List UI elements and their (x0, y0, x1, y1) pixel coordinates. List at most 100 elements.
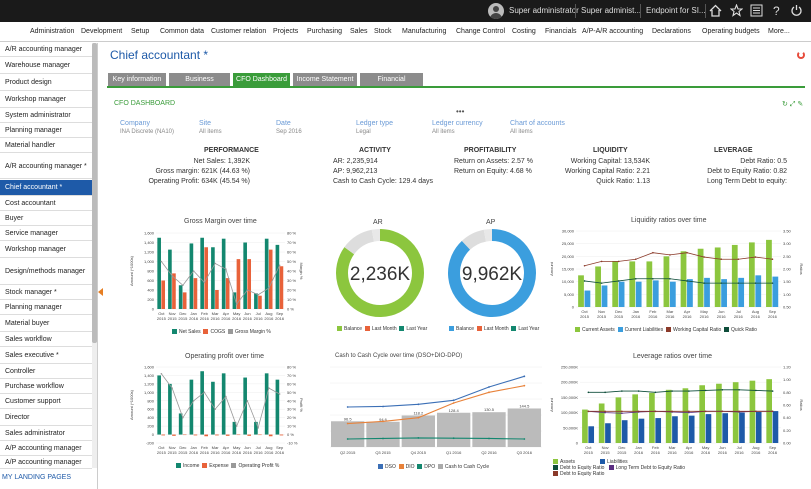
sidebar-item-a-p-accounting-manager[interactable]: A/P accounting manager (0, 457, 92, 469)
bar[interactable] (200, 237, 204, 309)
point[interactable] (246, 399, 249, 402)
sidebar-item-a-r-accounting-manager[interactable]: A/R accounting manager * (0, 154, 92, 179)
bar[interactable] (601, 285, 608, 307)
help-icon[interactable]: ? (770, 4, 783, 17)
filter-label[interactable]: Date (276, 120, 291, 127)
menu-item-projects[interactable]: Projects (273, 28, 299, 35)
bar[interactable] (254, 293, 258, 309)
sidebar-item-product-design[interactable]: Product design (0, 75, 92, 91)
point[interactable] (523, 375, 526, 378)
bar[interactable] (588, 426, 595, 443)
point[interactable] (160, 372, 163, 375)
bar[interactable] (178, 413, 183, 435)
bar[interactable] (258, 295, 262, 309)
point[interactable] (754, 256, 757, 258)
bar[interactable] (612, 261, 619, 307)
menu-item-development[interactable]: Development (81, 28, 123, 35)
point[interactable] (214, 408, 216, 411)
series-line[interactable] (347, 375, 525, 408)
bar[interactable] (704, 277, 710, 307)
bar[interactable] (755, 411, 762, 443)
point[interactable] (382, 420, 384, 423)
star-icon[interactable] (730, 4, 743, 17)
bar[interactable] (200, 371, 204, 435)
filter-label[interactable]: Site (199, 120, 212, 127)
bar[interactable] (401, 415, 435, 447)
point[interactable] (246, 289, 249, 291)
sidebar-item-planning-manager[interactable]: Planning manager (0, 124, 92, 138)
point[interactable] (621, 410, 623, 413)
bar[interactable] (178, 285, 183, 309)
point[interactable] (704, 389, 707, 392)
filter-label[interactable]: Company (120, 120, 150, 127)
point[interactable] (771, 390, 774, 392)
bar[interactable] (161, 434, 166, 436)
bar[interactable] (632, 394, 638, 443)
menu-item-stock[interactable]: Stock (374, 28, 392, 35)
point[interactable] (278, 393, 281, 395)
bar[interactable] (748, 242, 755, 307)
bar[interactable] (582, 409, 588, 443)
bar[interactable] (215, 290, 219, 309)
bar[interactable] (605, 423, 611, 443)
bar[interactable] (279, 266, 284, 309)
filter-value[interactable]: Legal (356, 129, 371, 135)
bar[interactable] (172, 273, 176, 309)
point[interactable] (203, 391, 206, 394)
point[interactable] (488, 437, 490, 440)
bar[interactable] (649, 392, 655, 443)
point[interactable] (382, 437, 384, 440)
point[interactable] (604, 410, 606, 413)
bar[interactable] (161, 280, 166, 310)
menu-item-setup[interactable]: Setup (131, 28, 150, 35)
filter-label[interactable]: Chart of accounts (510, 120, 565, 127)
point[interactable] (721, 410, 724, 413)
collapse-sidebar-icon[interactable] (98, 288, 103, 296)
point[interactable] (771, 410, 774, 413)
menu-item-common-data[interactable]: Common data (160, 28, 204, 35)
filter-value[interactable]: Sep 2016 (276, 129, 302, 135)
point[interactable] (583, 264, 586, 267)
point[interactable] (654, 391, 657, 394)
refresh-icon[interactable]: ↻ (782, 101, 788, 108)
point[interactable] (192, 399, 195, 402)
bar[interactable] (738, 277, 745, 307)
bar[interactable] (331, 421, 365, 447)
bar[interactable] (687, 279, 693, 307)
point[interactable] (452, 437, 455, 440)
menu-item-sales[interactable]: Sales (350, 28, 368, 35)
filter-value[interactable]: INA Discrete (NA10) (120, 129, 175, 135)
point[interactable] (755, 389, 757, 392)
sidebar-item-material-buyer[interactable]: Material buyer (0, 316, 92, 332)
point[interactable] (637, 410, 640, 413)
point[interactable] (771, 258, 774, 261)
bar[interactable] (766, 239, 772, 307)
bar[interactable] (211, 247, 215, 309)
point[interactable] (637, 390, 640, 392)
bar[interactable] (247, 259, 252, 309)
point[interactable] (587, 391, 590, 394)
menu-item-declarations[interactable]: Declarations (652, 28, 691, 35)
bar[interactable] (247, 434, 252, 436)
donut-slice[interactable] (483, 229, 493, 242)
donut-slice[interactable] (461, 229, 487, 250)
bar[interactable] (236, 434, 241, 436)
bar[interactable] (598, 403, 605, 443)
point[interactable] (587, 410, 590, 413)
bar[interactable] (172, 434, 176, 436)
point[interactable] (600, 282, 603, 284)
bar[interactable] (672, 416, 678, 443)
bar[interactable] (168, 249, 172, 309)
point[interactable] (160, 260, 163, 263)
gross-margin-chart[interactable]: 0 200 400 600 800 1,000 1,200 1,400 1,600 0 % 10 %… (128, 227, 303, 327)
point[interactable] (617, 260, 620, 263)
point[interactable] (417, 416, 420, 419)
bar[interactable] (578, 275, 584, 307)
series-line[interactable] (347, 385, 525, 425)
tab-key-information[interactable]: Key information (108, 73, 166, 86)
sidebar-item-planning-manager[interactable]: Planning manager (0, 301, 92, 315)
point[interactable] (452, 402, 455, 404)
sidebar-item-sales-administrator[interactable]: Sales administrator (0, 427, 92, 441)
liquidity-chart[interactable]: 0 5,000 10,000 15,000 20,000 25,000 30,000 0.50… (548, 225, 803, 325)
refresh-icon[interactable] (797, 51, 805, 59)
